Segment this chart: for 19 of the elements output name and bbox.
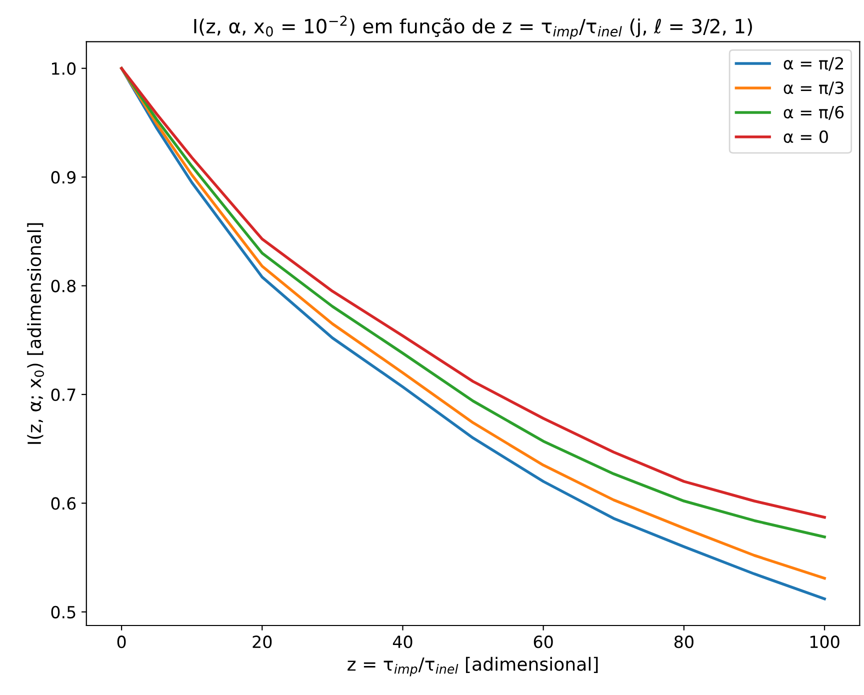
legend-label: α = π/6 xyxy=(784,106,844,120)
x-tick-label: 60 xyxy=(534,636,553,648)
x-tick-label: 0 xyxy=(117,636,126,648)
y-axis-title: I(z, α; x$_{0}$) [adimensional] xyxy=(27,223,44,444)
y-tick-label: 0.7 xyxy=(51,388,76,402)
y-tick-label: 0.6 xyxy=(51,497,76,510)
legend-label: α = π/2 xyxy=(784,56,844,71)
y-tick-label: 0.5 xyxy=(51,606,76,618)
x-tick-label: 40 xyxy=(392,636,412,648)
legend-label: α = π/3 xyxy=(784,81,844,96)
x-tick-label: 100 xyxy=(810,636,840,648)
y-tick-label: 0.8 xyxy=(51,280,76,292)
chart-title: I(z, α, x$_{0}$ = 10$^{−2}$) em função de z = τ$_{imp}$/τ$_{inel}$ (j, ℓ = 3/2, 1) xyxy=(194,16,752,40)
y-tick-label: 1.0 xyxy=(52,62,76,75)
x-tick-label: 20 xyxy=(252,636,272,648)
y-tick-label: 0.9 xyxy=(51,171,76,184)
legend-label: α = 0 xyxy=(784,130,828,143)
x-axis-title: z = τ$_{imp}$/τ$_{inel}$ [adimensional] xyxy=(348,656,598,676)
x-tick-label: 80 xyxy=(674,636,694,648)
